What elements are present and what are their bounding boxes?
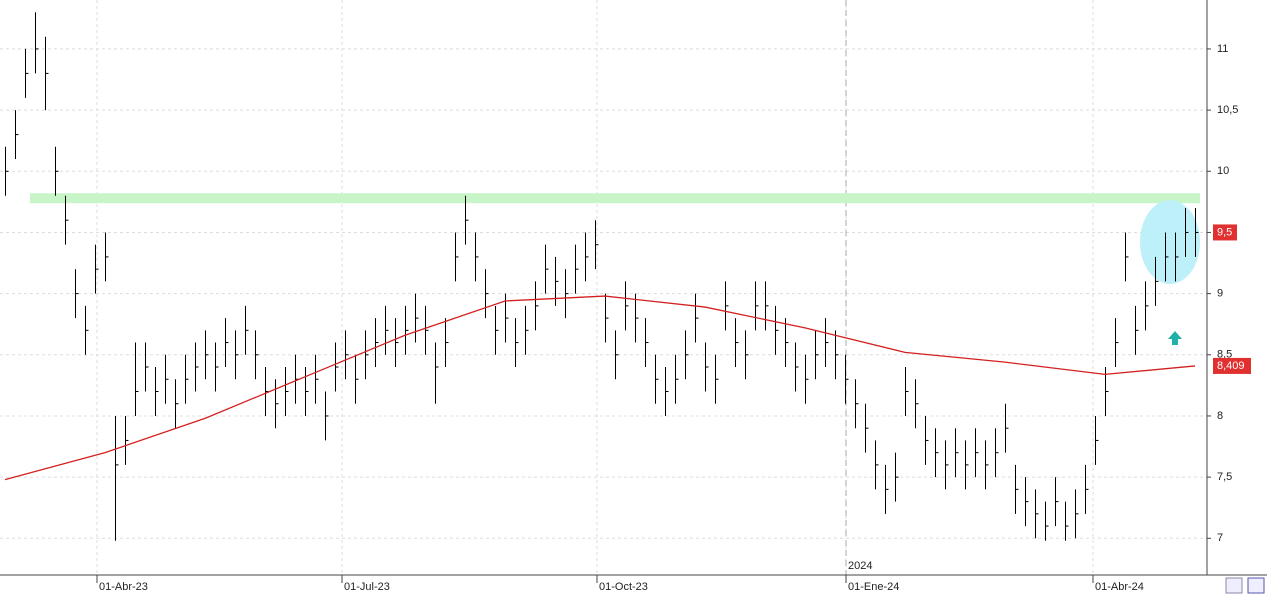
y-tick-label: 7	[1217, 532, 1223, 544]
year-label: 2024	[848, 560, 872, 572]
y-tick-label: 7,5	[1217, 471, 1232, 483]
ma-price-box	[1213, 357, 1251, 374]
y-tick-label: 11	[1217, 43, 1228, 55]
y-tick-label: 8	[1217, 410, 1223, 422]
resistance-band	[30, 193, 1200, 204]
y-tick-label: 10,5	[1217, 104, 1238, 116]
x-tick-label: 01-Jul-23	[344, 581, 390, 593]
up-arrow	[1168, 331, 1182, 345]
y-tick-label: 9	[1217, 288, 1223, 300]
last-price-box	[1213, 224, 1237, 241]
x-tick-label: 01-Abr-24	[1095, 581, 1144, 593]
highlight-ellipse	[1140, 200, 1200, 284]
x-tick-label: 01-Oct-23	[599, 581, 648, 593]
moving-average	[4, 295, 1196, 481]
save-button[interactable]	[1247, 577, 1265, 594]
y-tick-label: 10	[1217, 165, 1229, 177]
last-price-label: 9,5	[1217, 226, 1232, 238]
ma-price-label: 8,409	[1217, 360, 1245, 372]
x-tick-label: 01-Ene-24	[848, 581, 899, 593]
zoom-button[interactable]	[1225, 577, 1243, 594]
x-tick-label: 01-Abr-23	[99, 581, 148, 593]
y-tick-label: 8,5	[1217, 349, 1232, 361]
